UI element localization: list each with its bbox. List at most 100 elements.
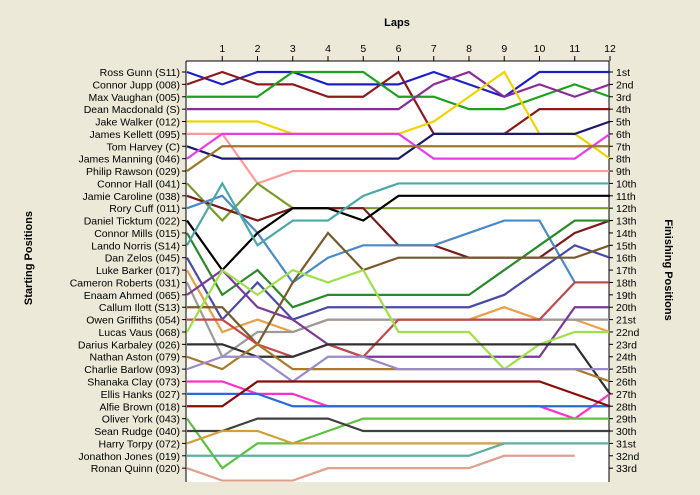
x-tick-label: 3 [290,43,296,55]
driver-label: Dean Macdonald (S) [84,104,180,116]
driver-label: Connor Mills (015) [94,228,180,240]
finish-label: 13th [616,216,637,228]
driver-label: Philip Rawson (029) [86,166,180,178]
finish-label: 18th [616,277,637,289]
driver-label: Nathan Aston (079) [90,352,180,364]
x-tick-label: 10 [534,43,546,55]
series-line [186,181,610,223]
finish-label: 9th [616,166,631,178]
x-tick-label: 12 [604,43,616,55]
finish-label: 33rd [616,463,637,475]
series-line [186,454,575,482]
series-line [186,70,610,98]
x-tick-label: 7 [431,43,437,55]
series-line [187,70,611,111]
x-tick-label: 6 [396,43,402,55]
series-line [186,70,610,135]
driver-label: Shanaka Clay (073) [87,377,180,389]
driver-label: Rory Cuff (011) [109,203,180,215]
driver-label: Charlie Barlow (093) [84,364,180,376]
driver-label: Jamie Caroline (038) [83,191,180,203]
driver-label: Oliver York (043) [102,414,180,426]
y-axis-title-right: Finishing Positions [662,219,674,320]
series-line [186,219,610,309]
x-tick-labels: 1 2 3 4 5 6 7 8 9 10 11 12 [219,43,616,61]
series-line [186,244,611,322]
series-line [187,417,610,433]
driver-label: Lando Norris (S14) [91,240,180,252]
driver-label: James Kellett (095) [90,129,180,141]
starting-position-labels: Ross Gunn (S11)Connor Jupp (008)Max Vaug… [70,67,186,475]
series-line [186,417,610,470]
driver-label: Luke Barker (017) [96,265,180,277]
x-tick-label: 9 [501,43,507,55]
driver-label: Callum Ilott (S13) [99,302,180,314]
finish-label: 7th [616,141,631,153]
finish-label: 27th [616,389,637,401]
driver-label: James Manning (046) [78,154,180,166]
series-line [187,442,610,457]
finish-label: 26th [616,377,637,389]
driver-label: Ross Gunn (S11) [100,67,180,79]
x-axis-title: Laps [384,17,410,29]
series-line [187,70,611,111]
finish-label: 20th [616,302,637,314]
series-line [186,132,611,160]
finish-label: 25th [616,364,637,376]
x-tick-label: 2 [255,43,261,55]
finish-label: 21st [616,315,636,327]
finish-label: 32nd [616,451,640,463]
finish-label: 4th [616,104,631,116]
driver-label: Lucas Vaus (068) [98,327,180,339]
x-tick-label: 5 [360,43,366,55]
finish-label: 12th [616,203,637,215]
finish-label: 16th [616,253,637,265]
driver-label: Darius Karbaley (026) [78,339,180,351]
finish-label: 15th [616,240,637,252]
finish-label: 5th [616,117,631,129]
finish-label: 28th [616,401,637,413]
finish-label: 2nd [616,79,634,91]
finish-label: 3rd [616,92,631,104]
series-line [186,355,610,383]
finishing-position-labels: 1st2nd3rd4th5th6th7th8th9th10th11th12th1… [609,67,640,475]
finish-label: 6th [616,129,631,141]
finish-label: 19th [616,290,637,302]
driver-label: Cameron Roberts (031) [70,277,180,289]
series-line [187,392,610,408]
series-line [186,181,610,247]
driver-label: Connor Hall (041) [97,178,180,190]
driver-label: Jake Walker (012) [95,117,180,129]
series-line [186,120,611,160]
series-line [186,429,505,445]
series-line [186,268,610,358]
series-lines [186,70,611,482]
finish-label: 22nd [616,327,640,339]
driver-label: Daniel Ticktum (022) [84,216,180,228]
x-tick-label: 11 [569,43,580,55]
x-tick-label: 8 [466,43,472,55]
driver-label: Jonathon Jones (019) [78,451,180,463]
finish-label: 8th [616,154,631,166]
driver-label: Sean Rudge (040) [94,426,180,438]
x-tick-label: 1 [219,43,225,55]
driver-label: Ronan Quinn (020) [91,463,180,475]
finish-label: 17th [616,265,637,277]
series-line [187,380,611,408]
series-line [186,145,610,172]
driver-label: Max Vaughan (005) [89,92,180,104]
driver-label: Ellis Hanks (027) [101,389,180,401]
finish-label: 1st [616,67,630,79]
driver-label: Harry Torpy (072) [99,438,181,450]
finish-label: 23rd [616,339,637,351]
finish-label: 24th [616,352,637,364]
x-tick-label: 4 [325,43,331,55]
finish-label: 10th [616,178,637,190]
finish-label: 29th [616,414,637,426]
finish-label: 30th [616,426,637,438]
driver-label: Enaam Ahmed (065) [84,290,180,302]
driver-label: Connor Jupp (008) [92,79,180,91]
series-line [186,194,610,272]
driver-label: Dan Zelos (045) [105,253,180,265]
